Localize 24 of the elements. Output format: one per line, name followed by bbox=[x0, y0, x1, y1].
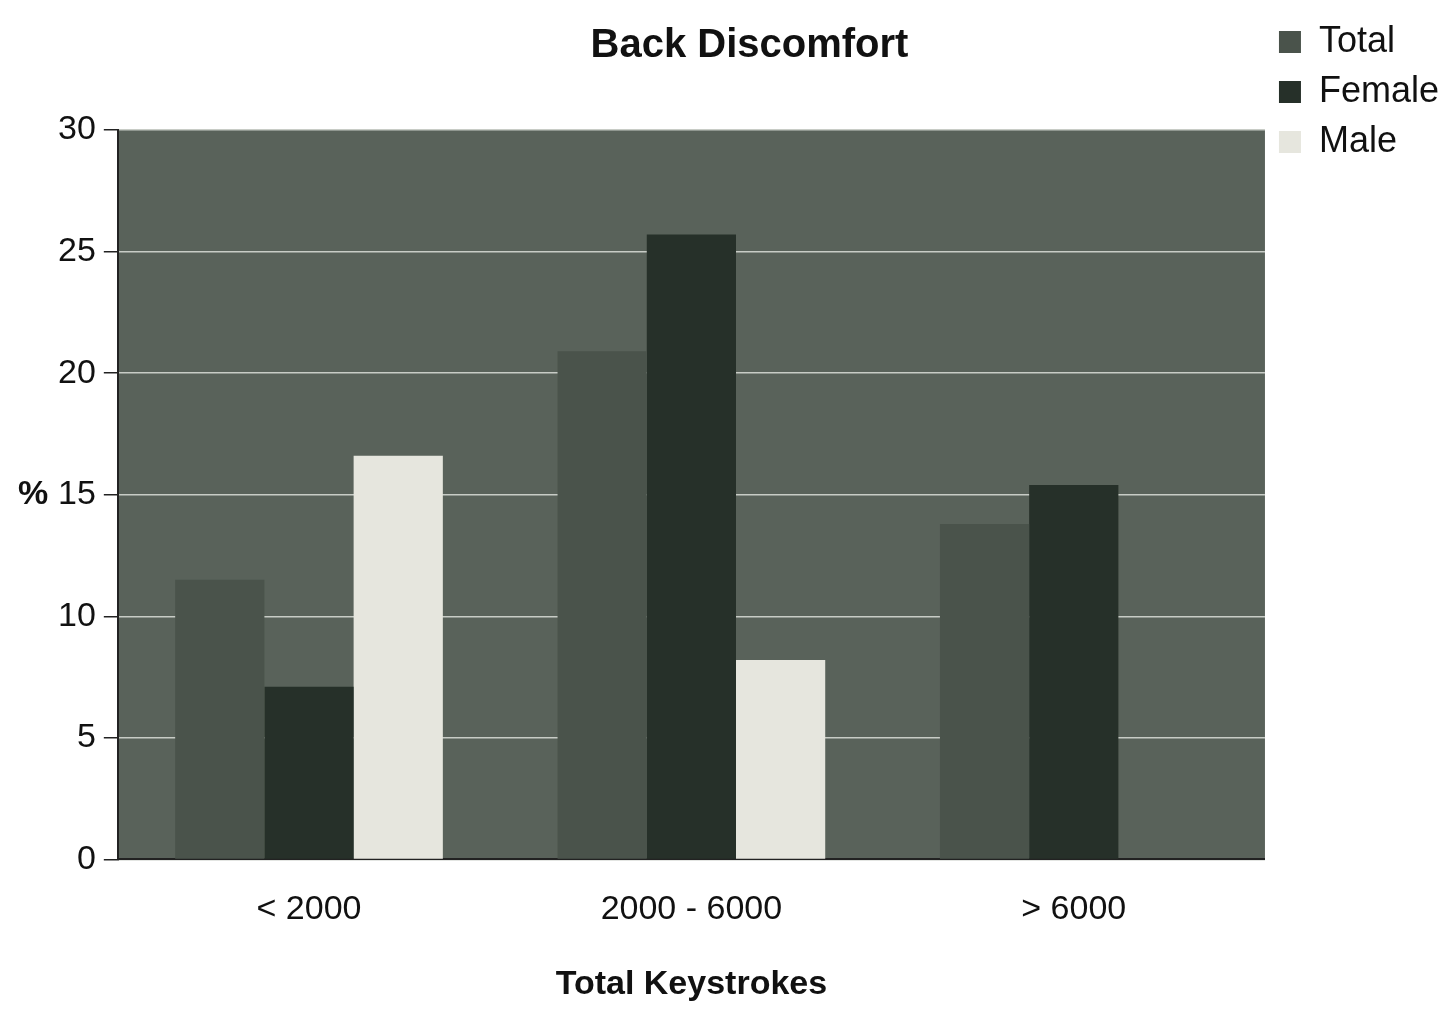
y-tick-label: 25 bbox=[57, 229, 96, 268]
legend-label: Total bbox=[1318, 18, 1396, 60]
legend-label: Male bbox=[1318, 118, 1397, 160]
bar bbox=[1029, 484, 1119, 859]
x-tick-label: < 2000 bbox=[256, 888, 362, 927]
y-tick-label: 20 bbox=[57, 351, 96, 390]
chart-title: Back Discomfort bbox=[590, 21, 909, 66]
y-tick-label: 30 bbox=[57, 108, 96, 147]
bar bbox=[264, 686, 354, 859]
bar bbox=[939, 523, 1030, 859]
y-tick-label: 15 bbox=[57, 473, 96, 512]
bar bbox=[646, 234, 736, 859]
bar bbox=[736, 660, 826, 859]
y-tick-label: 5 bbox=[76, 716, 96, 755]
x-axis-title: Total Keystrokes bbox=[555, 962, 828, 1001]
x-tick-label: > 6000 bbox=[1021, 888, 1127, 927]
bar bbox=[175, 579, 265, 859]
bar bbox=[353, 455, 443, 859]
x-tick-label: 2000 - 6000 bbox=[600, 888, 783, 927]
y-tick-label: 10 bbox=[57, 594, 96, 633]
y-axis-title: % bbox=[18, 473, 49, 512]
legend-label: Female bbox=[1318, 68, 1440, 110]
y-tick-label: 0 bbox=[76, 837, 96, 876]
bar bbox=[557, 351, 647, 859]
